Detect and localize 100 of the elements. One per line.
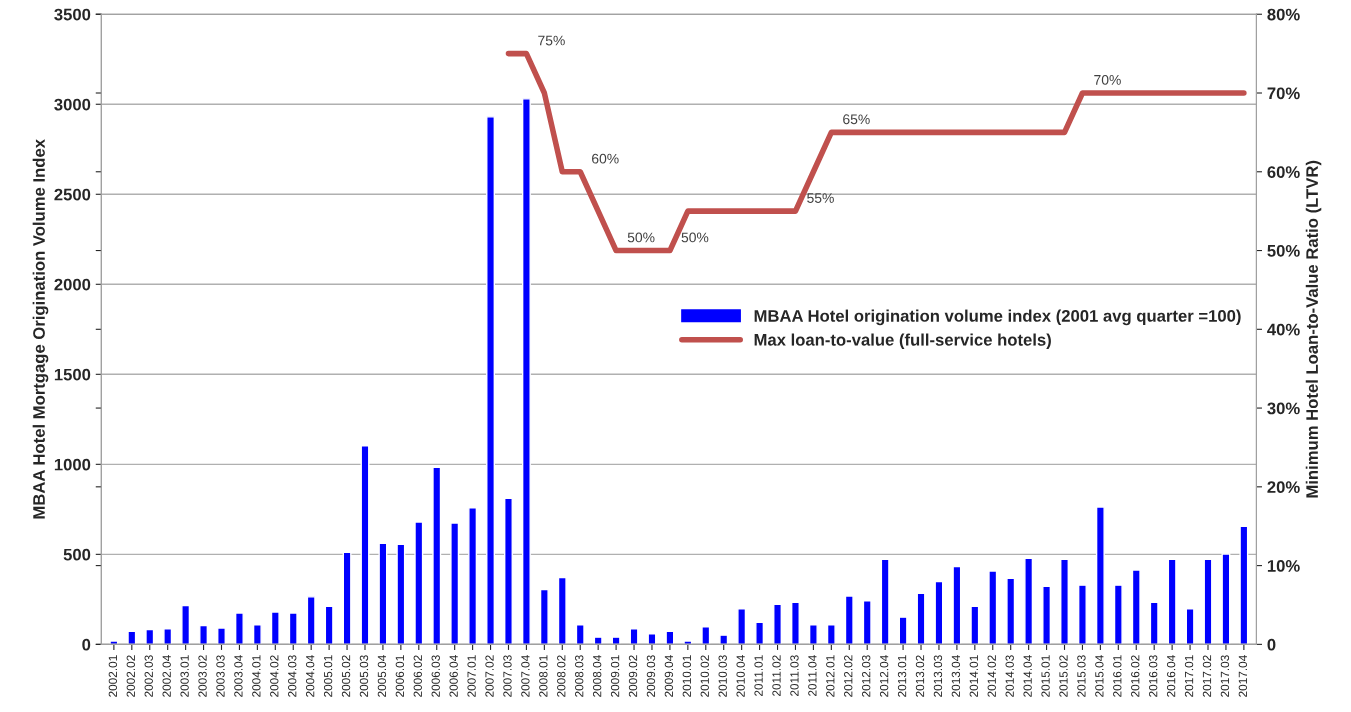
x-tick-label: 2017.02: [1202, 655, 1212, 697]
x-tick-label: 2006.04: [449, 655, 458, 697]
bar: [808, 624, 818, 645]
bar: [109, 640, 119, 645]
bar: [683, 640, 693, 645]
bar: [647, 633, 657, 645]
bar: [755, 621, 765, 645]
bar: [504, 497, 513, 645]
bar: [270, 611, 280, 645]
y-tick-label: 3000: [54, 98, 91, 111]
x-tick-label: 2010.01: [682, 655, 692, 697]
bar: [486, 116, 496, 645]
x-tick-label: 2006.02: [413, 655, 422, 697]
x-tick-label: 2010.04: [736, 655, 745, 697]
bar: [970, 605, 980, 645]
bar: [934, 580, 944, 645]
y2-tick-label: 70%: [1267, 87, 1300, 100]
x-tick-label: 2007.01: [467, 655, 476, 697]
x-tick-label: 2016.02: [1131, 655, 1140, 697]
y2-axis-title: Minimum Hotel Loan-to-Value Ratio (LTVR): [1305, 160, 1322, 498]
bar: [1239, 525, 1249, 645]
bar: [773, 603, 782, 645]
x-tick-label: 2012.03: [862, 655, 871, 697]
y-tick-label: 3500: [54, 8, 91, 21]
bar: [1185, 608, 1195, 645]
bar: [234, 612, 244, 645]
x-tick-label: 2009.03: [646, 655, 656, 697]
x-tick-label: 2006.03: [431, 655, 440, 697]
bar: [324, 605, 334, 645]
x-tick-label: 2005.02: [341, 655, 351, 697]
bar: [199, 624, 209, 645]
x-tick-label: 2004.02: [270, 655, 279, 697]
bar: [701, 626, 711, 645]
bar: [826, 624, 836, 645]
bar: [306, 596, 316, 645]
y-tick-label: 1500: [54, 368, 91, 381]
data-label: 50%: [627, 232, 655, 243]
y2-tick-label: 10%: [1267, 560, 1300, 572]
bar: [127, 630, 137, 645]
x-tick-label: 2003.02: [198, 655, 207, 697]
bar: [539, 588, 549, 645]
x-tick-label: 2004.01: [252, 655, 261, 697]
x-tick-label: 2015.03: [1077, 655, 1086, 697]
bar: [414, 521, 424, 645]
x-tick-label: 2005.04: [377, 655, 387, 697]
bar: [468, 507, 478, 645]
bar: [1113, 584, 1123, 645]
bar: [521, 98, 531, 645]
y-tick-label: 2500: [54, 188, 91, 201]
bar: [360, 445, 370, 645]
x-tick-label: 2016.03: [1149, 655, 1158, 697]
legend-label: MBAA Hotel origination volume index (2001 avg quarter =100): [754, 309, 1241, 326]
x-tick-label: 2008.04: [592, 655, 602, 697]
x-tick-label: 2002.02: [126, 655, 135, 697]
x-tick-label: 2017.03: [1220, 655, 1230, 697]
x-tick-label: 2007.02: [485, 655, 494, 697]
x-tick-label: 2008.01: [539, 655, 548, 697]
x-tick-label: 2003.01: [180, 655, 189, 697]
data-label: 55%: [807, 193, 834, 203]
x-tick-label: 2003.04: [234, 655, 243, 697]
x-tick-label: 2002.04: [162, 655, 171, 697]
data-label: 60%: [592, 153, 619, 164]
bar: [288, 612, 298, 645]
y2-tick-label: 80%: [1267, 8, 1300, 21]
bar: [952, 565, 962, 645]
bar: [1024, 557, 1034, 645]
x-tick-label: 2009.02: [628, 655, 638, 697]
x-tick-label: 2011.04: [808, 655, 817, 696]
x-tick-label: 2002.01: [108, 655, 118, 697]
x-tick-label: 2008.03: [575, 655, 584, 697]
y2-tick-label: 20%: [1267, 481, 1300, 494]
x-tick-label: 2014.02: [987, 655, 996, 697]
data-label: 65%: [843, 114, 870, 125]
bar: [1006, 577, 1016, 645]
bar: [791, 601, 800, 645]
bar: [217, 627, 226, 645]
x-tick-label: 2015.02: [1059, 655, 1068, 697]
bar: [450, 522, 460, 645]
x-tick-label: 2005.03: [359, 655, 369, 697]
y2-tick-label: 50%: [1267, 244, 1300, 257]
data-label: 75%: [538, 35, 565, 46]
x-tick-label: 2009.04: [664, 655, 674, 697]
x-tick-label: 2012.02: [844, 655, 853, 697]
x-tick-label: 2013.03: [933, 655, 943, 697]
y-tick-label: 0: [82, 638, 91, 651]
bar: [1131, 569, 1141, 645]
bar: [378, 542, 388, 645]
x-tick-label: 2007.03: [503, 655, 512, 697]
x-tick-label: 2013.01: [897, 655, 907, 697]
x-tick-label: 2005.01: [323, 655, 333, 697]
y2-tick-label: 40%: [1267, 323, 1300, 336]
x-tick-label: 2012.04: [879, 655, 889, 697]
bar: [1149, 601, 1159, 645]
bar: [1221, 553, 1231, 645]
data-label: 50%: [681, 232, 709, 243]
x-tick-label: 2010.02: [700, 655, 709, 697]
y-tick-label: 1000: [54, 458, 91, 471]
bar: [1167, 558, 1177, 645]
bar: [988, 570, 998, 645]
x-tick-label: 2014.01: [969, 655, 978, 697]
